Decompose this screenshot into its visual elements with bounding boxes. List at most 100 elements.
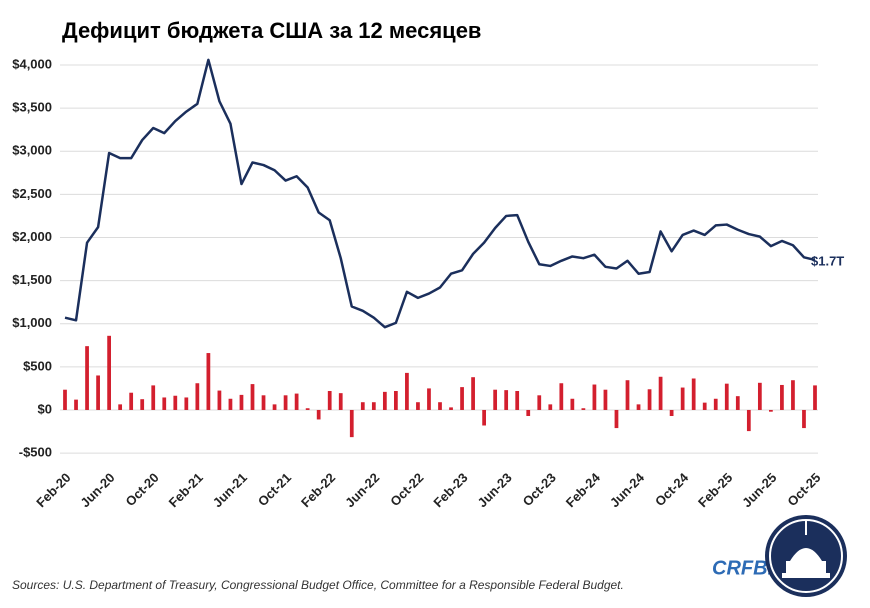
bar — [74, 399, 78, 410]
bar — [316, 409, 321, 420]
x-tick-label: Feb-21 — [166, 470, 206, 510]
bar — [272, 404, 277, 410]
bar — [96, 375, 100, 410]
bar — [603, 389, 608, 410]
chart-title: Дефицит бюджета США за 12 месяцев — [62, 18, 481, 43]
y-tick-label: $0 — [38, 401, 52, 416]
bar — [360, 402, 365, 410]
bar — [537, 395, 542, 410]
x-tick-label: Jun-24 — [607, 469, 648, 510]
line — [64, 58, 816, 329]
bar — [382, 391, 387, 410]
bar — [371, 402, 376, 410]
bar — [327, 390, 332, 410]
bar — [416, 402, 420, 410]
bar — [691, 378, 696, 410]
bar — [239, 394, 244, 410]
bar — [294, 393, 299, 410]
bar — [482, 409, 486, 426]
source-note: Sources: U.S. Department of Treasury, Co… — [12, 578, 624, 592]
bar — [757, 382, 762, 410]
bar — [151, 385, 156, 410]
bar — [813, 385, 817, 410]
bar — [791, 380, 795, 410]
bar — [173, 395, 178, 410]
bar — [746, 409, 751, 432]
bar — [548, 404, 553, 410]
logo — [765, 515, 847, 597]
bar — [184, 397, 189, 410]
x-tick-label: Feb-25 — [695, 470, 735, 510]
bar — [438, 402, 442, 410]
x-tick-label: Feb-23 — [430, 470, 470, 510]
bar — [63, 389, 67, 410]
bar — [250, 384, 255, 410]
x-tick-label: Feb-22 — [298, 470, 338, 510]
x-tick-label: Jun-23 — [474, 470, 514, 510]
bar — [107, 335, 111, 410]
bar — [449, 407, 453, 410]
x-tick-label: Jun-22 — [342, 470, 382, 510]
bar — [228, 398, 233, 410]
bar — [460, 387, 464, 410]
bar — [625, 380, 630, 410]
bar — [162, 397, 167, 410]
bar — [349, 409, 354, 438]
x-tick-label: Oct-23 — [520, 470, 559, 509]
y-tick-label: $2,500 — [12, 186, 52, 201]
bar — [515, 390, 520, 410]
bar — [283, 395, 288, 410]
bar — [195, 383, 200, 410]
bar — [427, 388, 431, 410]
x-tick-label: Feb-20 — [33, 470, 73, 510]
bar — [735, 396, 740, 410]
bar — [647, 389, 652, 410]
bar — [780, 384, 784, 410]
bar — [493, 389, 498, 410]
bar — [140, 399, 145, 410]
bar — [405, 372, 409, 410]
bar — [636, 404, 641, 410]
bar — [504, 390, 509, 410]
y-tick-label: $500 — [23, 358, 52, 373]
bar — [713, 398, 718, 410]
bar — [338, 393, 343, 410]
x-tick-label: Jun-20 — [77, 470, 117, 510]
bar — [526, 409, 531, 417]
bar — [658, 376, 663, 410]
y-tick-label: $4,000 — [12, 56, 52, 71]
x-tick-label: Oct-21 — [255, 470, 294, 509]
bar — [702, 402, 707, 410]
bar — [471, 377, 475, 410]
bar — [559, 383, 564, 410]
x-tick-label: Jun-21 — [210, 470, 250, 510]
end-label: $1.7T — [811, 253, 844, 268]
y-tick-label: $1,500 — [12, 272, 52, 287]
x-tick-label: Oct-22 — [387, 470, 426, 509]
bar — [394, 390, 398, 410]
x-tick-label: Oct-25 — [784, 470, 823, 509]
bar — [680, 387, 685, 410]
bar — [570, 398, 575, 410]
x-tick-label: Oct-24 — [652, 469, 692, 509]
bar — [802, 409, 806, 429]
y-tick-label: -$500 — [19, 445, 52, 460]
bar — [592, 384, 597, 410]
y-tick-label: $1,000 — [12, 315, 52, 330]
bar — [118, 404, 123, 410]
bar — [261, 395, 266, 410]
x-tick-label: Feb-24 — [563, 469, 604, 510]
bar — [217, 390, 222, 410]
bar — [85, 346, 89, 410]
bar — [206, 353, 211, 410]
bar — [724, 383, 729, 410]
bar — [614, 409, 619, 429]
x-tick-label: Jun-25 — [739, 470, 779, 510]
bar — [305, 408, 310, 410]
x-tick-label: Oct-20 — [123, 470, 162, 509]
y-tick-label: $3,000 — [12, 143, 52, 158]
bar — [669, 409, 674, 417]
y-tick-label: $2,000 — [12, 229, 52, 244]
bar — [581, 408, 586, 410]
